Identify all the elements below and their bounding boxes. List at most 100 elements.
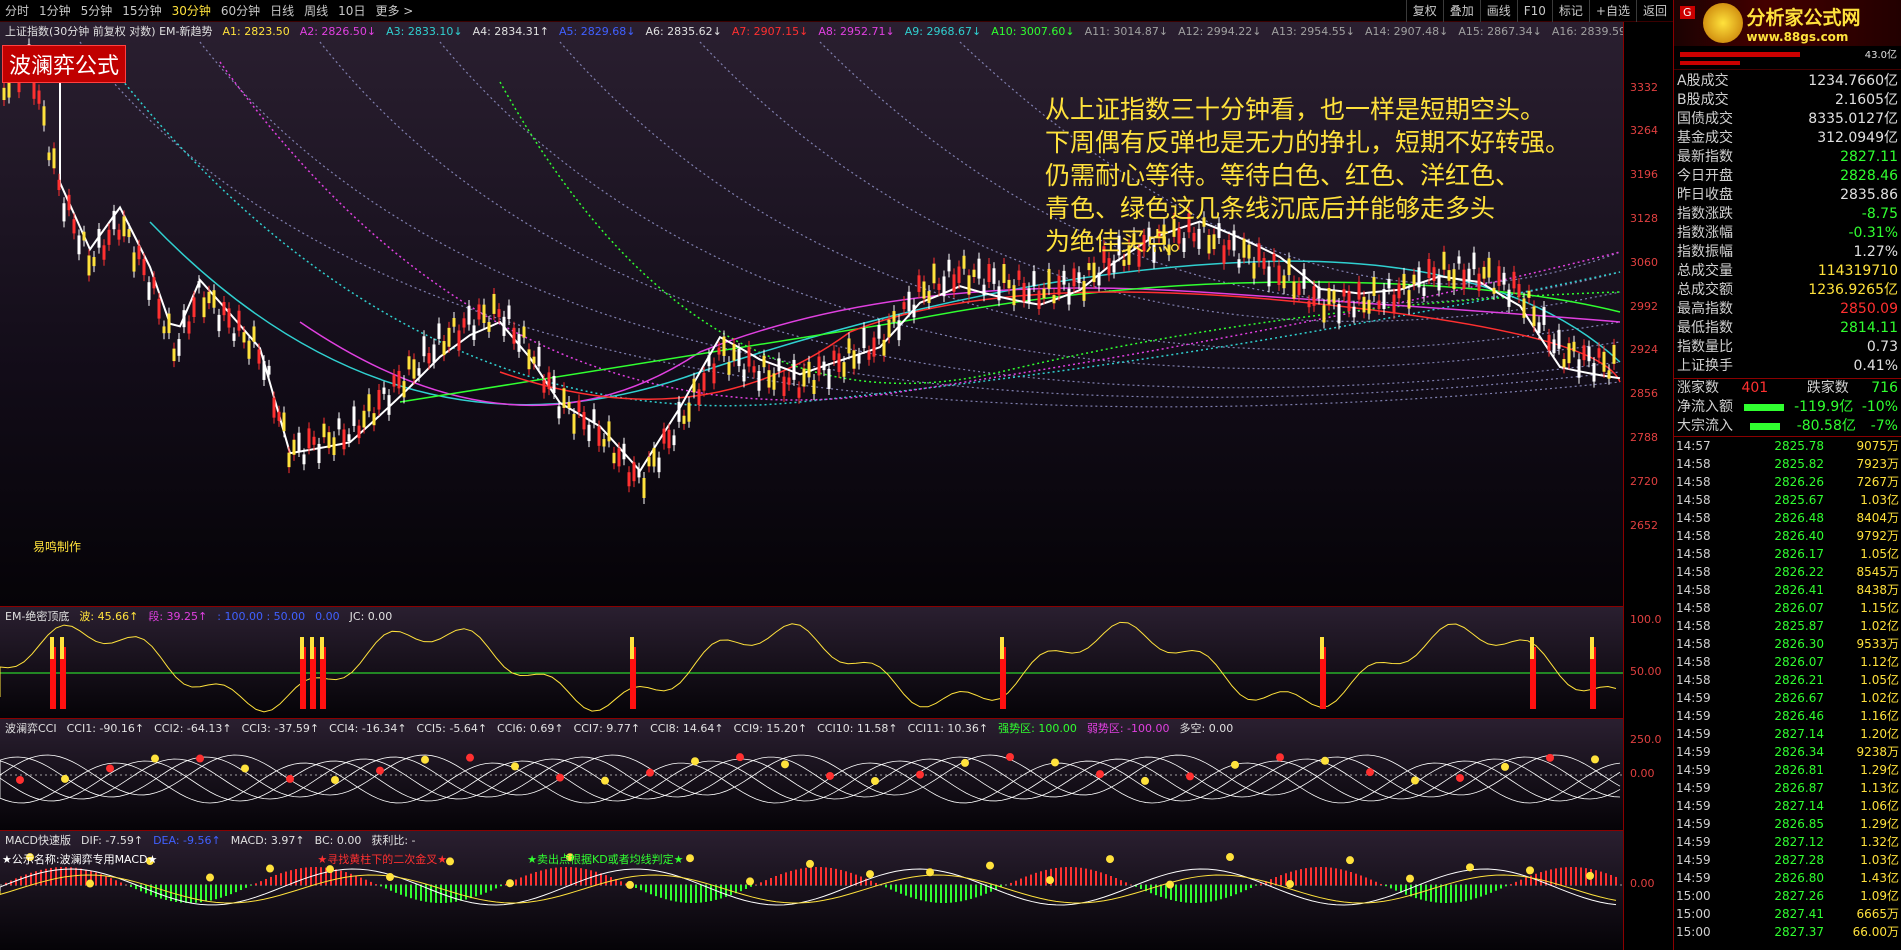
candle-body <box>332 437 336 456</box>
legend-item: 多空: 0.00 <box>1179 722 1234 735</box>
timeframe-tab[interactable]: 分时 <box>5 3 30 18</box>
stat-row: 今日开盘 2828.46 <box>1674 167 1901 186</box>
candle-body <box>1357 281 1361 300</box>
macd-bar <box>1600 871 1602 885</box>
candle-body <box>1277 265 1281 285</box>
macd-bar <box>1485 885 1487 895</box>
candle-body <box>1117 235 1121 256</box>
tool-button[interactable]: 返回 <box>1635 0 1673 22</box>
timeframe-tab[interactable]: 周线 <box>304 3 329 18</box>
macd-bar <box>465 885 467 900</box>
timeframe-tab[interactable]: 30分钟 <box>171 3 211 18</box>
macd-bar <box>1180 885 1182 902</box>
candle-body <box>1137 249 1141 267</box>
tool-button[interactable]: 叠加 <box>1442 0 1480 22</box>
candle-body <box>672 435 676 446</box>
macd-bar <box>400 885 402 895</box>
macd-bar <box>845 871 847 885</box>
candle-body <box>377 389 381 410</box>
advance-decline-row: 涨家数 401 跌家数 716 <box>1674 379 1901 398</box>
stat-row: 指数量比 0.73 <box>1674 338 1901 357</box>
g-badge[interactable]: G <box>1680 6 1695 19</box>
cci-marker <box>1276 753 1284 762</box>
tool-button[interactable]: 画线 <box>1479 0 1517 22</box>
stat-row: 最新指数 2827.11 <box>1674 148 1901 167</box>
candle-body <box>407 356 411 370</box>
trade-row: 14:59 2826.87 1.13亿 <box>1674 779 1901 797</box>
macd-bar <box>1085 868 1087 885</box>
macd-bar <box>1270 879 1272 885</box>
panel3-legend: MACD快速版 DIF: -7.59↑ DEA: -9.56↑ MACD: 3.97… <box>0 831 421 849</box>
macd-bar <box>1510 884 1512 885</box>
timeframe-tab[interactable]: 5分钟 <box>80 3 113 18</box>
candle-body <box>507 305 511 320</box>
timeframe-tab[interactable]: 1分钟 <box>39 3 71 18</box>
trade-price: 2826.30 <box>1774 637 1824 651</box>
trade-price: 2826.17 <box>1774 547 1824 561</box>
macd-bar <box>1020 878 1022 885</box>
candle-body <box>212 290 216 308</box>
trade-time: 14:59 <box>1676 727 1711 741</box>
macd-bar <box>495 885 497 889</box>
trade-volume: 1.43亿 <box>1860 871 1899 885</box>
stat-label: B股成交 <box>1677 92 1729 108</box>
legend-item: 波: 45.66↑ <box>79 610 139 623</box>
candle-body <box>497 309 501 318</box>
candle-body <box>547 372 551 390</box>
trade-time: 14:59 <box>1676 745 1711 759</box>
tool-button[interactable]: 复权 <box>1405 0 1443 22</box>
trade-ticks[interactable]: 14:57 2825.78 9075万 14:58 2825.82 7923万 14:58 2… <box>1674 436 1901 941</box>
macd-bar <box>1505 885 1507 887</box>
macd-bar <box>715 885 717 900</box>
macd-bar <box>800 868 802 885</box>
candle-body <box>832 350 836 360</box>
timeframe-tab[interactable]: 10日 <box>338 3 366 18</box>
candle-body <box>1062 270 1066 285</box>
tool-button[interactable]: F10 <box>1516 0 1552 22</box>
timeframe-tab[interactable]: 60分钟 <box>220 3 261 18</box>
stat-label: 上证换手 <box>1677 358 1733 374</box>
legend-item: CCI1: -90.16↑ <box>66 721 145 735</box>
timeframe-tab[interactable]: 更多 > <box>375 3 414 18</box>
candle-body <box>2 87 6 101</box>
candle-body <box>667 429 671 449</box>
macd-bar <box>660 885 662 898</box>
indicator-panel-topbottom[interactable]: EM-绝密顶底 波: 45.66↑ 段: 39.25↑: 100.00 : 50.… <box>0 606 1623 718</box>
tool-button[interactable]: +自选 <box>1588 0 1636 22</box>
tool-button[interactable]: 标记 <box>1551 0 1589 22</box>
trade-volume: 1.12亿 <box>1860 655 1899 669</box>
trade-price: 2826.48 <box>1774 511 1824 525</box>
main-chart[interactable]: 上证指数(30分钟 前复权 对数) EM-新趋势 A1: 2823.50 A2: … <box>0 22 1635 606</box>
trade-time: 14:58 <box>1676 637 1711 651</box>
signal-cap <box>1530 637 1534 659</box>
candle-body <box>1417 267 1421 288</box>
candle-body <box>1097 272 1101 286</box>
candle-body <box>1377 300 1381 309</box>
macd-bar <box>790 870 792 885</box>
indicator-panel-macd[interactable]: MACD快速版 DIF: -7.59↑ DEA: -9.56↑ MACD: 3.97… <box>0 830 1623 950</box>
candle-body <box>1352 306 1356 318</box>
trade-volume: 1.29亿 <box>1860 817 1899 831</box>
candle-body <box>1497 266 1501 286</box>
macd-bar <box>1585 868 1587 885</box>
annotation-line: 仍需耐心等待。等待白色、红色、洋红色、 <box>1045 161 1521 190</box>
macd-marker <box>1466 863 1474 872</box>
macd-bar <box>50 867 52 885</box>
macd-bar <box>720 885 722 899</box>
timeframe-tab[interactable]: 日线 <box>270 3 295 18</box>
macd-bar <box>40 869 42 885</box>
indicator-panel-cci[interactable]: 波澜弈CCI CCI1: -90.16↑ CCI2: -64.13↑ CCI3: -… <box>0 718 1623 830</box>
macd-bar <box>1395 885 1397 891</box>
macd-bar <box>795 869 797 885</box>
candle-body <box>872 337 876 357</box>
macd-bar <box>1025 876 1027 885</box>
timeframe-tab[interactable]: 15分钟 <box>122 3 162 18</box>
macd-bar <box>285 871 287 885</box>
macd-bar <box>75 867 77 885</box>
candle-body <box>852 350 856 369</box>
macd-note: ★公示名称:波澜弈专用MACD★ <box>2 853 158 866</box>
candle-body <box>1292 281 1296 299</box>
macd-bar <box>735 885 737 894</box>
macd-bar <box>950 885 952 903</box>
macd-bar <box>155 885 157 898</box>
